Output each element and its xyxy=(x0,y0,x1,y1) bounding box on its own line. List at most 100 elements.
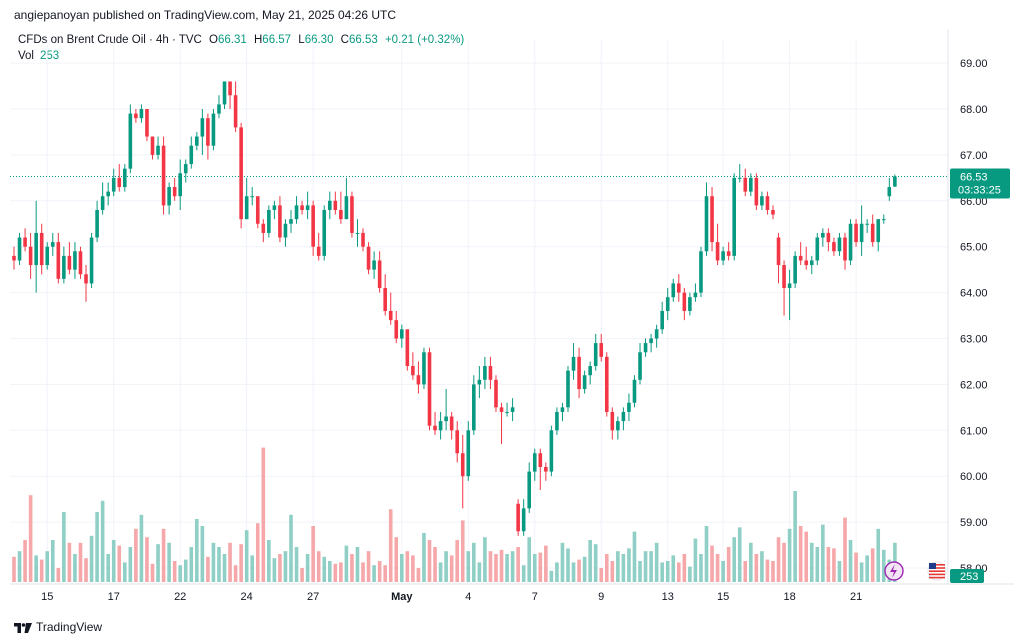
volume-bar xyxy=(106,554,110,582)
volume-bar xyxy=(28,495,33,582)
candle-body xyxy=(222,81,227,105)
volume-bar xyxy=(627,548,631,582)
close-label: C xyxy=(340,34,349,46)
volume-bar xyxy=(344,545,349,582)
candle-body xyxy=(743,177,748,192)
low-value: 66.30 xyxy=(304,34,334,46)
volume-bar xyxy=(881,549,886,582)
volume-bar xyxy=(311,526,315,582)
candle-body xyxy=(804,260,809,266)
candle-body xyxy=(848,223,853,261)
symbol-name[interactable]: CFDs on Brent Crude Oil · 4h · TVC xyxy=(18,34,202,46)
candle-body xyxy=(300,205,304,210)
candle-body xyxy=(449,416,454,431)
candle-body xyxy=(294,205,299,220)
volume-bar xyxy=(361,562,365,582)
candle-body xyxy=(411,366,415,376)
volume-bar xyxy=(699,554,703,582)
volume-bar xyxy=(782,542,786,582)
volume-bar xyxy=(400,554,404,582)
candle-body xyxy=(123,168,127,188)
volume-bar xyxy=(643,551,648,582)
volume-bar xyxy=(809,542,814,582)
candle-body xyxy=(771,209,775,215)
volume-bar xyxy=(760,551,764,582)
candle-body xyxy=(616,421,620,431)
volume-bar xyxy=(776,537,781,582)
candle-body xyxy=(881,219,886,221)
volume-bar xyxy=(200,526,205,582)
volume-bar xyxy=(494,554,498,582)
volume-bar xyxy=(677,562,681,582)
published-header: angiepanoyan published on TradingView.co… xyxy=(14,8,397,22)
candle-body xyxy=(876,219,881,243)
candle-body xyxy=(760,196,764,206)
volume-bar xyxy=(593,544,598,582)
volume-bar xyxy=(499,549,504,582)
volume-bar xyxy=(671,555,676,582)
volume-bar xyxy=(217,547,221,582)
candle-body xyxy=(377,260,382,289)
candle-body xyxy=(488,366,493,380)
candle-body xyxy=(206,118,210,146)
volume-bar xyxy=(765,559,770,582)
volume-bar xyxy=(78,542,83,582)
price-axis: 69.00 68.00 67.00 66.00 65.00 64.00 63.00 62.00… xyxy=(960,58,988,575)
candle-body xyxy=(677,283,681,293)
candle-body xyxy=(250,196,255,198)
volume-bar xyxy=(161,528,166,582)
time-tick-label: May xyxy=(391,591,413,603)
price-tick-label: 66.00 xyxy=(960,196,988,208)
candle-body xyxy=(654,329,659,339)
candle-body xyxy=(267,209,271,233)
volume-bar xyxy=(521,565,526,582)
candle-body xyxy=(172,187,177,197)
volume-bar xyxy=(571,562,576,582)
volume-bar xyxy=(566,548,570,582)
volume-bar xyxy=(737,527,742,582)
volume-bar xyxy=(621,554,626,582)
candle-body xyxy=(610,411,615,431)
candle-body xyxy=(466,430,471,477)
volume-bar xyxy=(632,531,637,582)
candle-body xyxy=(433,425,437,431)
volume-bar xyxy=(100,500,105,582)
price-tick-label: 59.00 xyxy=(960,517,988,529)
candle-body xyxy=(555,411,559,431)
open-value: 66.31 xyxy=(218,34,247,46)
candle-body xyxy=(538,453,543,468)
volume-bar xyxy=(388,509,393,582)
candle-body xyxy=(333,200,338,210)
volume-label[interactable]: Vol xyxy=(18,50,34,62)
candle-body xyxy=(754,177,759,206)
volume-bar xyxy=(150,563,155,582)
candle-body xyxy=(327,200,332,210)
candle-body xyxy=(261,223,266,233)
footer-brand[interactable]: TradingView xyxy=(14,620,102,634)
candle-body xyxy=(815,237,820,261)
volume-bar xyxy=(233,565,238,582)
candle-body xyxy=(78,251,83,275)
volume-bar xyxy=(283,551,288,582)
lightning-icon xyxy=(884,561,904,581)
volume-bar xyxy=(206,556,210,582)
candle-body xyxy=(167,187,171,206)
volume-bar xyxy=(45,551,50,582)
volume-bar xyxy=(704,526,709,582)
volume-bar xyxy=(172,561,177,582)
candle-body xyxy=(183,164,188,174)
candles xyxy=(12,81,897,536)
time-tick-label: 15 xyxy=(41,591,53,603)
volume-bar xyxy=(111,540,116,582)
candle-body xyxy=(843,237,847,261)
time-axis: 15 17 22 24 27 May 4 7 9 13 15 18 21 xyxy=(41,591,862,603)
countdown-value: 03:33:25 xyxy=(958,184,1001,196)
price-tick-label: 62.00 xyxy=(960,379,988,391)
candle-body xyxy=(477,379,482,385)
candle-body xyxy=(832,242,836,252)
candle-body xyxy=(56,242,61,279)
candle-body xyxy=(106,191,110,197)
candle-body xyxy=(388,310,393,321)
